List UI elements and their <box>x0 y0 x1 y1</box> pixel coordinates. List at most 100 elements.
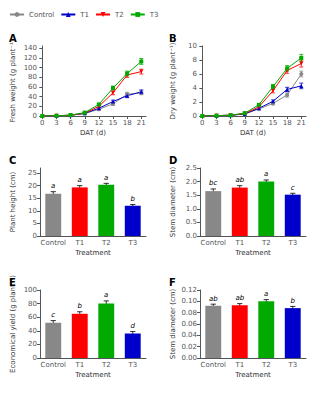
svg-text:T3: T3 <box>127 361 137 369</box>
svg-text:0.5: 0.5 <box>186 218 197 226</box>
svg-text:10: 10 <box>188 42 197 50</box>
svg-text:T1: T1 <box>234 239 244 247</box>
svg-text:T3: T3 <box>127 239 137 247</box>
svg-text:21: 21 <box>297 119 306 127</box>
svg-text:1.5: 1.5 <box>186 191 197 199</box>
svg-text:10: 10 <box>28 207 37 215</box>
svg-text:A: A <box>9 33 17 44</box>
svg-text:21: 21 <box>137 119 146 127</box>
svg-text:Fresh weight (g plant⁻¹): Fresh weight (g plant⁻¹) <box>9 39 17 122</box>
svg-text:bc: bc <box>209 179 217 187</box>
svg-text:a: a <box>78 176 82 184</box>
svg-text:DAT (d): DAT (d) <box>240 129 266 137</box>
svg-text:20: 20 <box>28 102 37 110</box>
svg-text:T2: T2 <box>101 361 111 369</box>
svg-text:Dry weight (g plant⁻¹): Dry weight (g plant⁻¹) <box>169 42 177 119</box>
svg-text:6: 6 <box>68 119 73 127</box>
svg-text:a: a <box>51 182 55 190</box>
svg-text:ab: ab <box>235 294 244 302</box>
svg-text:3: 3 <box>214 119 218 127</box>
svg-text:Control: Control <box>41 361 66 369</box>
svg-text:0: 0 <box>33 112 37 120</box>
svg-text:Treatment: Treatment <box>234 249 271 257</box>
svg-text:c: c <box>291 184 295 192</box>
svg-text:B: B <box>169 33 177 44</box>
svg-text:Plant height (cm): Plant height (cm) <box>9 171 17 232</box>
svg-text:T3: T3 <box>287 361 297 369</box>
svg-text:0.00: 0.00 <box>181 354 197 362</box>
svg-text:Control: Control <box>29 11 54 19</box>
svg-text:Treatment: Treatment <box>74 371 111 379</box>
svg-text:Control: Control <box>201 361 226 369</box>
svg-text:0: 0 <box>33 354 37 362</box>
svg-text:0.0: 0.0 <box>186 232 197 240</box>
svg-text:0: 0 <box>40 119 44 127</box>
svg-text:0: 0 <box>200 119 204 127</box>
svg-text:4: 4 <box>193 84 198 92</box>
svg-text:6: 6 <box>228 119 233 127</box>
svg-text:0.10: 0.10 <box>181 297 197 305</box>
svg-text:18: 18 <box>123 119 132 127</box>
svg-text:0.12: 0.12 <box>181 286 197 294</box>
svg-text:T3: T3 <box>149 11 159 19</box>
svg-text:ab: ab <box>209 295 218 303</box>
svg-text:12: 12 <box>254 119 263 127</box>
svg-text:2.0: 2.0 <box>186 178 197 186</box>
svg-text:80: 80 <box>28 73 37 81</box>
svg-text:0.08: 0.08 <box>181 309 197 317</box>
svg-text:a: a <box>104 291 108 299</box>
svg-text:40: 40 <box>28 327 37 335</box>
svg-text:Treatment: Treatment <box>234 371 271 379</box>
svg-text:15: 15 <box>109 119 118 127</box>
svg-text:60: 60 <box>28 313 37 321</box>
svg-text:C: C <box>9 155 16 166</box>
svg-text:15: 15 <box>28 194 37 202</box>
svg-text:Control: Control <box>201 239 226 247</box>
svg-text:a: a <box>264 170 268 178</box>
svg-text:Treatment: Treatment <box>74 249 111 257</box>
svg-text:E: E <box>9 277 16 288</box>
svg-text:9: 9 <box>83 119 87 127</box>
svg-text:9: 9 <box>243 119 247 127</box>
svg-text:120: 120 <box>24 54 37 62</box>
svg-text:1.0: 1.0 <box>186 205 197 213</box>
svg-text:25: 25 <box>28 169 37 177</box>
svg-text:T1: T1 <box>74 239 84 247</box>
svg-text:a: a <box>264 290 268 298</box>
svg-text:T2: T2 <box>261 239 271 247</box>
svg-text:b: b <box>131 195 136 203</box>
svg-text:12: 12 <box>94 119 103 127</box>
svg-text:T1: T1 <box>74 361 84 369</box>
svg-text:ab: ab <box>235 176 244 184</box>
svg-text:2.5: 2.5 <box>186 164 197 172</box>
svg-text:b: b <box>291 297 296 305</box>
svg-text:d: d <box>131 322 136 330</box>
svg-text:c: c <box>51 311 55 319</box>
svg-text:8: 8 <box>193 56 197 64</box>
svg-text:a: a <box>104 174 108 182</box>
svg-text:D: D <box>169 155 177 166</box>
svg-text:0.04: 0.04 <box>181 331 197 339</box>
svg-text:3: 3 <box>54 119 58 127</box>
svg-text:T3: T3 <box>287 239 297 247</box>
svg-text:20: 20 <box>28 182 37 190</box>
svg-text:Stem diameter (cm): Stem diameter (cm) <box>169 166 177 237</box>
svg-text:140: 140 <box>24 44 37 52</box>
svg-text:Stem diameter (cm): Stem diameter (cm) <box>169 288 177 359</box>
svg-text:0.06: 0.06 <box>181 320 197 328</box>
svg-text:b: b <box>78 302 83 310</box>
svg-text:T2: T2 <box>101 239 111 247</box>
svg-text:6: 6 <box>193 70 198 78</box>
svg-text:5: 5 <box>33 219 37 227</box>
svg-text:T2: T2 <box>261 361 271 369</box>
svg-text:15: 15 <box>269 119 278 127</box>
svg-text:60: 60 <box>28 83 37 91</box>
svg-text:20: 20 <box>28 340 37 348</box>
svg-text:0: 0 <box>193 112 197 120</box>
svg-text:100: 100 <box>24 286 37 294</box>
svg-text:18: 18 <box>283 119 292 127</box>
svg-text:2: 2 <box>193 98 197 106</box>
svg-text:Control: Control <box>41 239 66 247</box>
svg-text:T2: T2 <box>114 11 124 19</box>
svg-text:T1: T1 <box>234 361 244 369</box>
